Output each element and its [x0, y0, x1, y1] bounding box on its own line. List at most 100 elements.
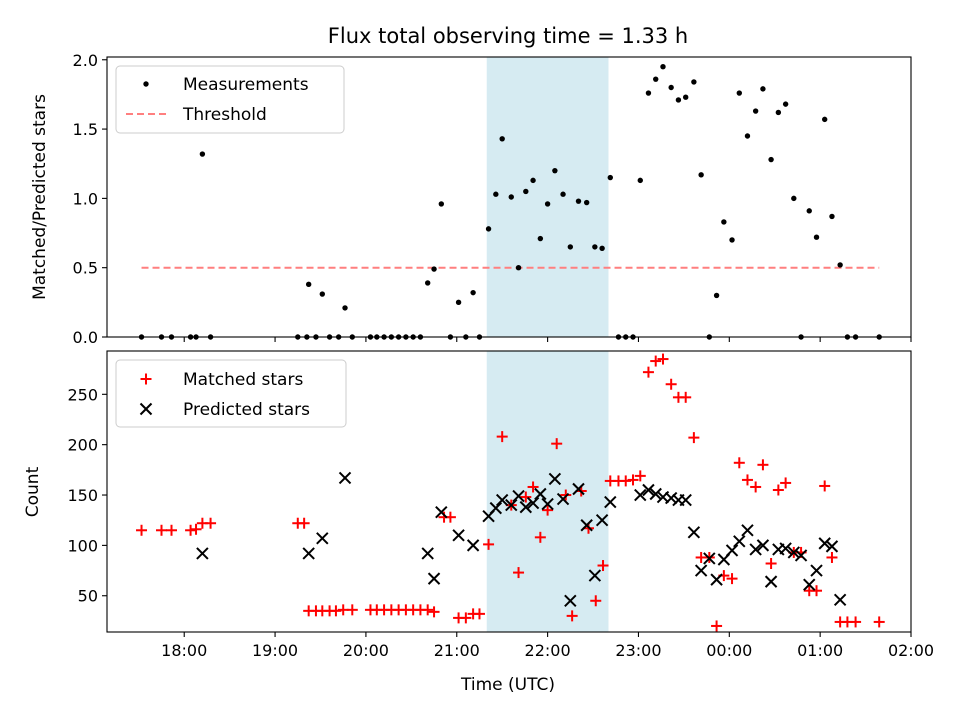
count-panel-frame — [106, 350, 912, 633]
measurement-point — [560, 191, 566, 197]
matched-star-point — [850, 616, 862, 628]
legend-plus-glyph — [140, 373, 152, 385]
measurement-point — [319, 291, 326, 297]
time-x-tick-label: 00:00 — [706, 641, 752, 660]
matched-star-point — [422, 604, 434, 616]
matched-star-point — [597, 560, 609, 572]
matched-star-point — [688, 432, 700, 444]
measurement-point — [653, 76, 659, 82]
predicted-star-point — [703, 552, 716, 565]
measurement-point — [567, 244, 574, 250]
predicted-star-point — [548, 472, 562, 486]
ratio-y-tick-label: 1.0 — [73, 189, 98, 208]
matched-star-point — [680, 391, 692, 403]
predicted-star-point — [495, 493, 509, 507]
matched-star-point — [726, 573, 738, 585]
matched-star-point — [819, 480, 831, 492]
predicted-star-point — [679, 493, 692, 507]
matched-star-point — [136, 524, 148, 536]
measurement-point — [305, 281, 312, 288]
measurement-point — [721, 219, 727, 225]
measurement-point — [729, 237, 735, 243]
predicted-star-point — [694, 564, 708, 577]
ratio-y-tick-label: 0.0 — [73, 328, 98, 347]
matched-star-point — [520, 491, 532, 503]
matched-star-point — [346, 604, 358, 616]
predicted-star-point — [595, 513, 609, 527]
measurement-point — [682, 94, 689, 100]
matched-star-point — [542, 504, 554, 516]
predicted-star-point — [787, 546, 801, 559]
predicted-star-point — [833, 593, 847, 606]
legend-threshold-label: Threshold — [182, 105, 267, 125]
predicted-star-point — [489, 501, 503, 515]
ratio-y-tick-label: 0.5 — [73, 259, 98, 278]
predicted-star-point — [541, 497, 554, 511]
count-legend: Matched stars Predicted stars — [115, 359, 347, 428]
matched-star-point — [650, 355, 662, 367]
measurement-point — [508, 194, 514, 200]
legend-matched-label: Matched stars — [183, 370, 303, 390]
time-x-tick-label: 19:00 — [252, 641, 298, 660]
predicted-star-point — [733, 535, 746, 548]
measurement-point — [791, 195, 797, 202]
predicted-star-point — [818, 537, 831, 550]
matched-star-point — [665, 378, 677, 390]
ratio-legend-box — [115, 65, 345, 134]
measurement-point — [752, 108, 759, 114]
matched-star-point — [642, 366, 654, 378]
predicted-star-point — [794, 549, 808, 562]
count-y-tick-label: 200 — [67, 436, 98, 455]
predicted-star-point — [466, 539, 480, 552]
matched-star-point — [205, 517, 217, 529]
matched-star-point — [483, 538, 495, 550]
matched-star-point — [566, 610, 578, 622]
matched-star-point — [156, 524, 168, 536]
matched-star-point — [780, 477, 792, 489]
matched-star-point — [741, 474, 753, 486]
matched-star-point — [634, 470, 646, 482]
predicted-star-point — [452, 529, 465, 542]
measurement-point — [675, 97, 682, 103]
measurement-point — [744, 133, 751, 139]
predicted-star-point — [642, 483, 655, 497]
count-panel: 50 100 150 200 250 18:00 19:00 20:00 21:00 22:00… — [23, 350, 934, 695]
legend-measurements-marker — [143, 81, 149, 87]
measurement-point — [455, 299, 462, 306]
matched-star-point — [185, 524, 197, 536]
matched-star-point — [190, 523, 202, 535]
ratio-legend: Measurements Threshold — [115, 65, 345, 134]
predicted-star-point — [572, 482, 585, 496]
measurement-point — [523, 188, 529, 195]
predicted-star-point — [534, 487, 547, 501]
measurement-point — [736, 90, 742, 96]
matched-star-point — [551, 438, 563, 450]
predicted-star-point — [421, 547, 434, 560]
observing-window-shade-top — [486, 57, 609, 337]
ratio-y-axis-label: Matched/Predicted stars — [30, 94, 50, 300]
matched-star-point — [620, 475, 632, 487]
count-y-tick-label: 50 — [78, 587, 98, 606]
matched-star-point — [811, 585, 823, 597]
measurement-point — [485, 226, 492, 232]
matched-star-point — [590, 595, 602, 607]
measurement-point — [768, 156, 774, 163]
predicted-star-point — [588, 569, 602, 582]
legend-predicted-marker — [139, 402, 153, 416]
count-y-tick-label: 250 — [67, 385, 98, 404]
measurement-point — [431, 266, 437, 272]
measurement-point — [583, 199, 590, 206]
predicted-star-point — [427, 572, 441, 585]
measurement-point — [575, 198, 582, 204]
measurement-point — [199, 151, 206, 157]
predicted-star-point — [710, 573, 723, 586]
count-y-tick-label: 100 — [67, 536, 98, 555]
predicted-star-point — [435, 505, 448, 519]
ratio-y-tick-label: 1.5 — [73, 120, 98, 139]
matched-star-point — [534, 531, 546, 543]
ratio-panel-frame — [106, 56, 912, 338]
ratio-y-tick-label: 2.0 — [73, 51, 98, 70]
time-x-axis: 18:00 19:00 20:00 21:00 22:00 23:00 00:00 01:00… — [161, 632, 934, 660]
time-x-tick-label: 23:00 — [615, 641, 661, 660]
predicted-star-point — [302, 547, 315, 560]
